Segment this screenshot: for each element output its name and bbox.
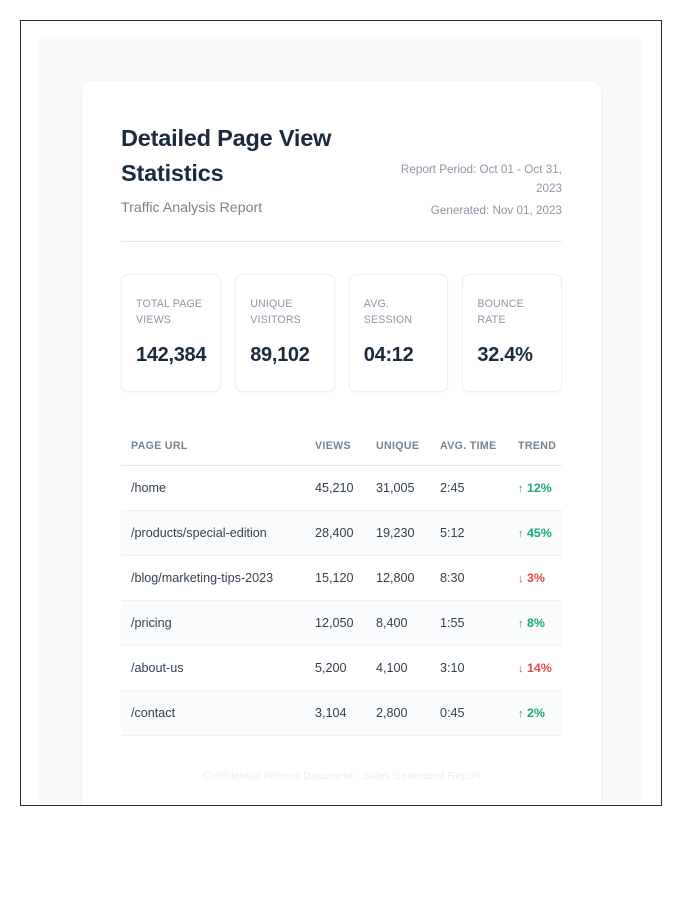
column-header-views[interactable]: VIEWS (315, 440, 351, 453)
trend-value: 8% (526, 616, 545, 631)
stat-value: 142,384 (136, 343, 207, 366)
cell-page-url: /about-us (121, 645, 315, 692)
stat-label: BOUNCE RATE (477, 298, 524, 327)
stat-value: 32.4% (477, 343, 533, 366)
stat-card-bounce-rate: BOUNCE RATE 32.4% (462, 274, 562, 393)
cell-trend: ↓ 3% (518, 555, 562, 602)
trend-value: 14% (526, 661, 552, 676)
cell-page-url: /products/special-edition (121, 510, 315, 557)
cell-unique: 31,005 (376, 465, 440, 512)
column-header-page-url[interactable]: PAGE URL (131, 440, 188, 453)
trend-indicator-up: ↑ 45% (518, 526, 552, 540)
cell-page-url: /home (121, 465, 315, 512)
stat-card-unique-visitors: UNIQUE VISITORS 89,102 (235, 274, 335, 393)
cell-avg-time: 8:30 (440, 555, 518, 602)
stats-row: TOTAL PAGE VIEWS 142,384 UNIQUE VISITORS… (121, 274, 562, 393)
cell-unique: 19,230 (376, 510, 440, 557)
cell-views: 5,200 (315, 645, 376, 692)
arrow-down-icon: ↓ (518, 663, 524, 676)
cell-avg-time: 5:12 (440, 510, 518, 557)
table-row[interactable]: /contact 3,104 2,800 0:45 ↑ 2% (121, 690, 562, 737)
stat-value: 89,102 (250, 343, 310, 366)
stat-value: 04:12 (363, 343, 414, 366)
table-header: PAGE URL VIEWS UNIQUE AVG. TIME TREND (121, 440, 562, 466)
table-row[interactable]: /blog/marketing-tips-2023 15,120 12,800 … (121, 555, 562, 602)
cell-views: 45,210 (315, 465, 376, 512)
cell-avg-time: 2:45 (440, 465, 518, 512)
column-header-unique[interactable]: UNIQUE (376, 440, 420, 453)
arrow-up-icon: ↑ (518, 708, 524, 721)
header-left: Detailed Page View Statistics Traffic An… (121, 121, 358, 216)
cell-trend: ↓ 14% (518, 645, 562, 692)
cell-views: 3,104 (315, 690, 376, 737)
trend-value: 3% (526, 571, 545, 586)
trend-indicator-down: ↓ 14% (518, 661, 552, 675)
trend-value: 45% (526, 526, 552, 541)
page-title: Detailed Page View Statistics (121, 125, 332, 186)
cell-trend: ↑ 2% (518, 690, 562, 737)
table-row[interactable]: /home 45,210 31,005 2:45 ↑ 12% (121, 465, 562, 512)
table-header-row: PAGE URL VIEWS UNIQUE AVG. TIME TREND (121, 440, 562, 466)
arrow-up-icon: ↑ (518, 618, 524, 631)
cell-avg-time: 1:55 (440, 600, 518, 647)
cell-unique: 8,400 (376, 600, 440, 647)
table-row[interactable]: /about-us 5,200 4,100 3:10 ↓ 14% (121, 645, 562, 692)
trend-indicator-down: ↓ 3% (518, 571, 545, 585)
trend-value: 12% (526, 481, 552, 496)
cell-unique: 2,800 (376, 690, 440, 737)
cell-views: 15,120 (315, 555, 376, 602)
table-body: /home 45,210 31,005 2:45 ↑ 12% /products… (121, 465, 562, 737)
report-header: Detailed Page View Statistics Traffic An… (121, 121, 562, 221)
stat-card-total-page-views: TOTAL PAGE VIEWS 142,384 (121, 274, 222, 393)
cell-avg-time: 3:10 (440, 645, 518, 692)
trend-value: 2% (526, 706, 545, 721)
stat-label: AVG. SESSION (363, 298, 413, 327)
arrow-up-icon: ↑ (518, 483, 524, 496)
trend-indicator-up: ↑ 12% (518, 481, 552, 495)
column-header-trend[interactable]: TREND (518, 440, 557, 453)
cell-avg-time: 0:45 (440, 690, 518, 737)
arrow-up-icon: ↑ (518, 528, 524, 541)
report-card: Detailed Page View Statistics Traffic An… (82, 81, 601, 805)
column-header-avg-time[interactable]: AVG. TIME (440, 440, 497, 453)
table-row[interactable]: /products/special-edition 28,400 19,230 … (121, 510, 562, 557)
cell-trend: ↑ 45% (518, 510, 562, 557)
cell-views: 28,400 (315, 510, 376, 557)
cell-trend: ↑ 8% (518, 600, 562, 647)
report-subtitle: Traffic Analysis Report (121, 199, 263, 216)
cell-views: 12,050 (315, 600, 376, 647)
stat-label: UNIQUE VISITORS (250, 298, 301, 327)
arrow-down-icon: ↓ (518, 573, 524, 586)
cell-trend: ↑ 12% (518, 465, 562, 512)
stat-label: TOTAL PAGE VIEWS (136, 298, 203, 327)
header-divider (121, 240, 562, 243)
page-views-table: PAGE URL VIEWS UNIQUE AVG. TIME TREND /h… (121, 440, 562, 737)
report-meta: Report Period: Oct 01 - Oct 31, 2023 Gen… (376, 121, 562, 221)
trend-indicator-up: ↑ 2% (518, 706, 545, 720)
trend-indicator-up: ↑ 8% (518, 616, 545, 630)
cell-page-url: /blog/marketing-tips-2023 (121, 555, 315, 602)
table-row[interactable]: /pricing 12,050 8,400 1:55 ↑ 8% (121, 600, 562, 647)
stat-card-avg-session: AVG. SESSION 04:12 (348, 274, 449, 393)
cell-unique: 12,800 (376, 555, 440, 602)
report-footer: Confidential Internal Document - Sales G… (202, 770, 481, 783)
cell-page-url: /pricing (121, 600, 315, 647)
cell-page-url: /contact (121, 690, 315, 737)
report-period: Report Period: Oct 01 - Oct 31, 2023 (400, 163, 562, 195)
browser-viewport: Detailed Page View Statistics Traffic An… (20, 20, 662, 806)
report-generated-date: Generated: Nov 01, 2023 (430, 203, 562, 217)
cell-unique: 4,100 (376, 645, 440, 692)
